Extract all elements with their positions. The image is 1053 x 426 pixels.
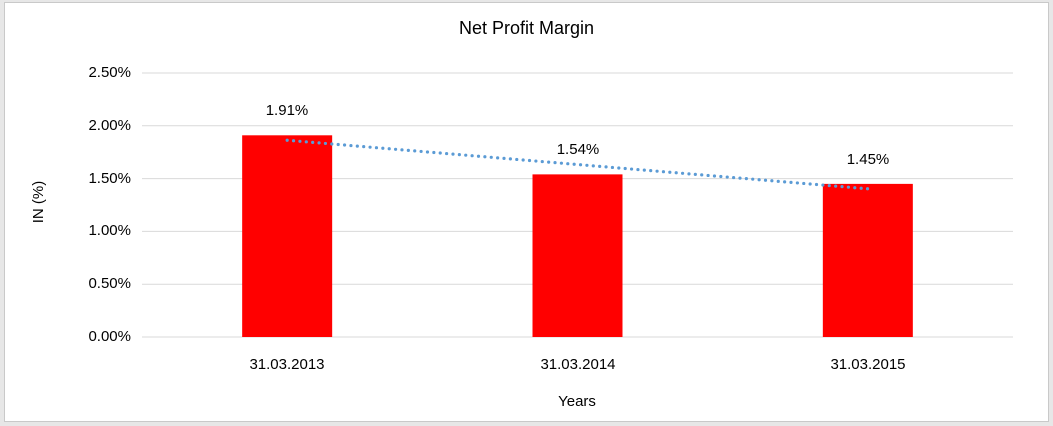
x-axis-title: Years — [558, 393, 596, 410]
y-tick-label: 2.50% — [88, 64, 131, 81]
x-tick-label: 31.03.2013 — [249, 356, 325, 373]
trendline — [285, 138, 870, 191]
bar-value-label: 1.54% — [556, 141, 600, 158]
x-tick-label: 31.03.2014 — [540, 356, 616, 373]
bar-value-label: 1.45% — [846, 151, 890, 168]
y-tick-label: 1.00% — [88, 222, 131, 239]
bar — [822, 183, 913, 337]
bar — [532, 174, 623, 337]
y-tick-label: 0.50% — [88, 275, 131, 292]
bar-value-label: 1.91% — [265, 102, 309, 119]
x-tick-label: 31.03.2015 — [830, 356, 906, 373]
y-tick-label: 2.00% — [88, 117, 131, 134]
bar — [242, 135, 333, 337]
y-tick-label: 1.50% — [88, 170, 131, 187]
y-tick-label: 0.00% — [88, 328, 131, 345]
chart-title: Net Profit Margin — [458, 18, 595, 38]
